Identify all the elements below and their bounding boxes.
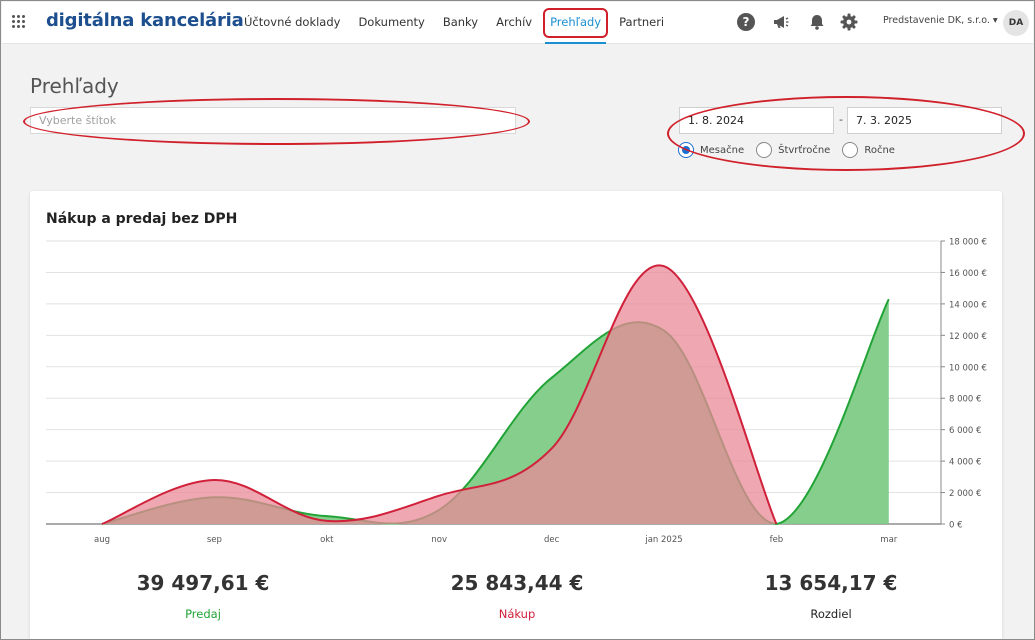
tag-select-input[interactable] [30,107,516,134]
x-tick-label: sep [207,535,222,545]
nav-archiv[interactable]: Archív [496,15,533,29]
chart-card: Nákup a predaj bez DPH 18 000 €16 000 €1… [30,191,1002,639]
total-predaj-value: 39 497,61 € [136,571,270,595]
bell-icon[interactable] [808,13,826,31]
nav-prehlady-label: Prehľady [550,15,602,29]
total-rozdiel: 13 654,17 € Rozdiel [711,571,951,621]
top-bar: digitálna kancelária Účtovné doklady Dok… [2,2,1033,44]
radio-stvrtrocne-circle[interactable] [756,142,773,158]
date-from-input[interactable] [679,107,834,134]
main-nav: Účtovné doklady Dokumenty Banky Archív P… [235,2,673,44]
radio-mesacne-circle[interactable] [678,142,694,158]
radio-mesacne-label: Mesačne [700,144,745,156]
y-tick-label: 14 000 € [949,300,987,310]
x-tick-label: jan 2025 [644,535,682,545]
nav-dokumenty[interactable]: Dokumenty [358,15,425,29]
nav-banky[interactable]: Banky [442,15,479,29]
company-selector[interactable]: Predstavenie DK, s.r.o. ▾ [883,15,998,26]
nav-prehlady[interactable]: Prehľady [541,2,610,44]
purchase-sales-chart: 18 000 € 16 000 € 14 000 € 12 000 € 10 000 €… [46,238,987,545]
radio-mesacne[interactable]: Mesačne [678,142,744,158]
x-tick-label: okt [320,535,334,545]
radio-rocne[interactable]: Ročne [842,142,895,158]
total-nakup: 25 843,44 € Nákup [397,571,637,621]
y-tick-label: 4 000 € [949,458,981,468]
radio-rocne-circle[interactable] [842,142,859,158]
total-predaj-label: Predaj [185,607,221,621]
x-tick-label: mar [880,535,897,545]
y-tick-label: 8 000 € [949,395,981,405]
y-tick-label: 16 000 € [949,269,987,279]
y-tick-label: 18 000 € [949,238,987,248]
period-radio-group: Mesačne Štvrťročne Ročne [678,142,907,158]
total-rozdiel-label: Rozdiel [810,607,852,621]
total-predaj: 39 497,61 € Predaj [83,571,323,621]
date-separator: - [839,113,843,126]
apps-grid-icon[interactable] [12,15,26,29]
help-icon[interactable]: ? [737,13,755,31]
brand-logo[interactable]: digitálna kancelária [46,10,244,31]
x-tick-label: feb [770,535,784,545]
series-area-nákup [102,265,777,524]
radio-stvrtrocne-label: Štvrťročne [778,144,831,156]
y-tick-label: 2 000 € [949,489,981,499]
y-tick-label: 12 000 € [949,332,987,342]
radio-rocne-label: Ročne [864,144,895,156]
page-title: Prehľady [30,74,119,98]
total-rozdiel-value: 13 654,17 € [764,571,898,595]
total-nakup-value: 25 843,44 € [450,571,584,595]
chart-title: Nákup a predaj bez DPH [46,211,238,227]
highlight-annotation [543,8,609,38]
total-nakup-label: Nákup [498,607,536,621]
x-tick-label: nov [431,535,447,545]
nav-partneri[interactable]: Partneri [619,15,665,29]
nav-uctovne-doklady[interactable]: Účtovné doklady [244,15,341,29]
y-tick-label: 6 000 € [949,426,981,436]
y-tick-label: 10 000 € [949,363,987,373]
x-tick-label: aug [94,535,110,545]
gear-icon[interactable] [840,13,858,31]
x-tick-label: dec [544,535,560,545]
radio-stvrtrocne[interactable]: Štvrťročne [756,142,830,158]
series-line-nákup [101,264,778,525]
y-tick-label: 0 € [949,521,963,531]
megaphone-icon[interactable] [772,13,790,31]
date-to-input[interactable] [847,107,1002,134]
avatar[interactable]: DA [1003,10,1029,36]
